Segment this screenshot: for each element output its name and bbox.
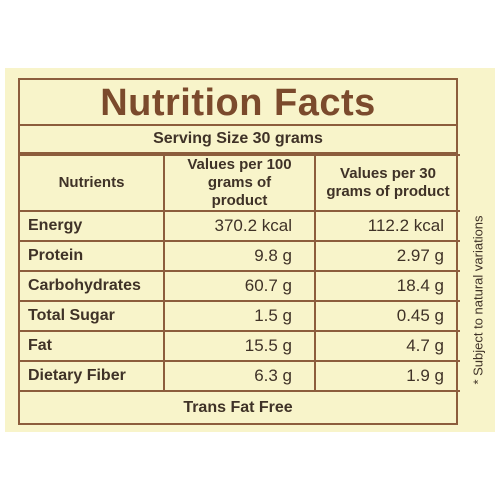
nutrient-value: 4.7 g <box>314 330 460 362</box>
table-body: Energy 370.2 kcal 112.2 kcal Protein 9.8 g 2.… <box>20 210 460 392</box>
title: Nutrition Facts <box>20 80 456 126</box>
nutrient-value: 1.9 g <box>314 360 460 392</box>
nutrient-value: 112.2 kcal <box>314 210 460 242</box>
serving-size: Serving Size 30 grams <box>20 126 456 154</box>
nutrient-value: 1.5 g <box>163 300 316 332</box>
nutrient-value: 15.5 g <box>163 330 316 362</box>
nutrient-value: 60.7 g <box>163 270 316 302</box>
footer: Trans Fat Free <box>183 399 293 416</box>
header-row: Nutrients Values per 100 grams of produc… <box>20 154 460 212</box>
table-row: Fat 15.5 g 4.7 g <box>20 330 460 362</box>
nutrient-name: Carbohydrates <box>20 270 165 302</box>
table-row: Dietary Fiber 6.3 g 1.9 g <box>20 360 460 392</box>
nutrition-label: Nutrition Facts Serving Size 30 grams Nu… <box>18 78 460 425</box>
table-row: Energy 370.2 kcal 112.2 kcal <box>20 210 460 242</box>
header-cell: Nutrients <box>20 154 165 212</box>
table-row: Carbohydrates 60.7 g 18.4 g <box>20 270 460 302</box>
nutrient-value: 6.3 g <box>163 360 316 392</box>
header-cell: Values per 30 grams of product <box>314 154 460 212</box>
nutrient-value: 18.4 g <box>314 270 460 302</box>
nutrient-value: 2.97 g <box>314 240 460 272</box>
nutrition-table: Nutrients Values per 100 grams of produc… <box>20 154 460 392</box>
nutrient-value: 370.2 kcal <box>163 210 316 242</box>
table-row: Total Sugar 1.5 g 0.45 g <box>20 300 460 332</box>
nutrient-name: Fat <box>20 330 165 362</box>
nutrient-value: 9.8 g <box>163 240 316 272</box>
header-cell: Values per 100 grams of product <box>163 154 316 212</box>
nutrient-name: Energy <box>20 210 165 242</box>
table-row: Protein 9.8 g 2.97 g <box>20 240 460 272</box>
nutrient-value: 0.45 g <box>314 300 460 332</box>
nutrient-name: Dietary Fiber <box>20 360 165 392</box>
nutrient-name: Total Sugar <box>20 300 165 332</box>
nutrient-name: Protein <box>20 240 165 272</box>
note: * Subject to natural variations <box>470 215 486 385</box>
